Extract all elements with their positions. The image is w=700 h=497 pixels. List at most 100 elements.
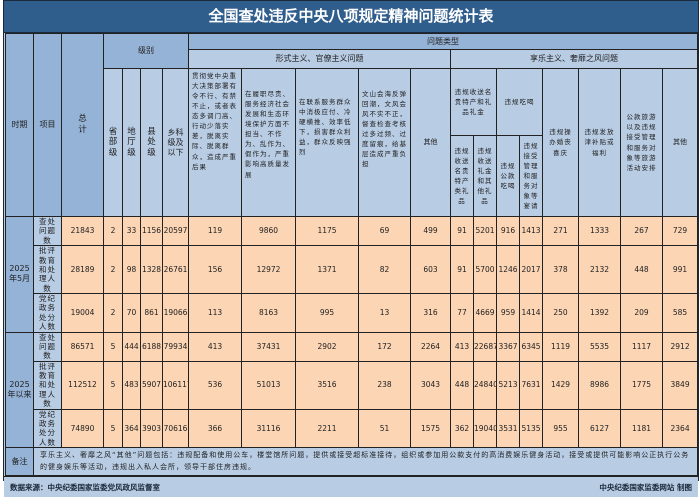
value-cell: 51013 <box>241 360 296 410</box>
header-formalism-col-1: 贯彻党中央重大决策部署有令不行、有禁不止，或者表态多调门高、行动少落实差，脱离实… <box>188 68 242 217</box>
value-cell: 91 <box>450 245 474 294</box>
value-cell: 603 <box>410 245 451 294</box>
value-cell: 19066 <box>162 293 189 333</box>
value-cell: 12972 <box>241 245 296 294</box>
value-cell: 8163 <box>241 293 296 333</box>
value-cell: 86571 <box>61 331 104 362</box>
item-cell: 党纪政务处分人数 <box>33 293 62 333</box>
value-cell: 6345 <box>519 331 543 362</box>
header-total: 总计 <box>61 33 104 217</box>
value-cell: 995 <box>295 293 359 333</box>
header-level-prefectural: 地厅级 <box>122 68 141 217</box>
header-hedonism: 享乐主义、奢靡之风问题 <box>449 49 699 69</box>
item-cell: 查处问题数 <box>33 331 62 362</box>
value-cell: 1392 <box>578 293 621 333</box>
data-source: 数据来源：中央纪委国家监委党风政风监督室 <box>10 482 160 492</box>
value-cell: 3903 <box>140 408 163 448</box>
item-cell: 批评教育和处理人数 <box>33 245 62 294</box>
value-cell: 1414 <box>519 293 543 333</box>
value-cell: 1175 <box>295 215 359 247</box>
value-cell: 250 <box>542 293 579 333</box>
table-row: 批评教育和处理人数 28189 2 98 1328 26761 156 12972 1371 82… <box>6 245 699 294</box>
header-dining-banquets: 违规接受管理和服务对象等宴请 <box>519 135 543 217</box>
footer: 数据来源：中央纪委国家监委党风政风监督室 中央纪委国家监委网站 制图 <box>4 476 698 497</box>
table-data-body: 2025年5月 查处问题数 21843 2 33 1156 20597 119 9860 1175… <box>5 215 699 448</box>
value-cell: 5907 <box>140 360 163 410</box>
header-formalism-other: 其他 <box>410 68 451 217</box>
header-total-label: 总计 <box>78 114 87 135</box>
value-cell: 2264 <box>410 331 451 362</box>
value-cell: 366 <box>188 408 242 448</box>
value-cell: 3367 <box>496 331 520 362</box>
value-cell: 98 <box>122 245 141 294</box>
header-travel: 公款旅游以及违规接受管理和服务对象等旅游活动安排 <box>620 68 663 217</box>
value-cell: 5700 <box>473 245 497 294</box>
value-cell: 106117 <box>162 360 189 410</box>
value-cell: 82 <box>358 245 411 294</box>
value-cell: 1119 <box>542 331 579 362</box>
statistics-table-panel: 全国查处违反中央八项规定精神问题统计表 时期 项目 总计 级别 问题类型 形式主… <box>3 0 699 497</box>
value-cell: 91 <box>450 215 474 247</box>
header-gifts-cash: 违规收送礼金和其他礼品 <box>473 135 497 217</box>
value-cell: 238 <box>358 360 411 410</box>
value-cell: 5135 <box>519 408 543 448</box>
value-cell: 2902 <box>295 331 359 362</box>
value-cell: 3531 <box>496 408 520 448</box>
value-cell: 113 <box>188 293 242 333</box>
header-subsidies: 违规发放津补贴或福利 <box>578 68 621 217</box>
value-cell: 5213 <box>496 360 520 410</box>
value-cell: 3849 <box>661 360 699 410</box>
value-cell: 1371 <box>295 245 359 294</box>
value-cell: 156 <box>188 245 242 294</box>
chart-credit: 中央纪委国家监委网站 制图 <box>599 482 692 492</box>
value-cell: 1156 <box>140 215 163 247</box>
value-cell: 21843 <box>61 215 104 247</box>
table-row: 党纪政务处分人数 19004 2 70 861 19066 113 8163 995 13 316 7… <box>6 293 699 333</box>
value-cell: 37431 <box>241 331 296 362</box>
value-cell: 5 <box>103 360 123 410</box>
value-cell: 448 <box>450 360 474 410</box>
header-period: 时期 <box>5 33 34 217</box>
value-cell: 19040 <box>473 408 497 448</box>
value-cell: 22687 <box>473 331 497 362</box>
value-cell: 991 <box>661 245 699 294</box>
value-cell: 70616 <box>162 408 189 448</box>
note-text: 享乐主义、奢靡之风“其他”问题包括：违规配备和使用公车，楼堂馆所问题，提供或接受… <box>32 447 699 476</box>
table-row: 2025年以来 查处问题数 86571 5 444 6188 79934 413 37431 29… <box>5 331 699 448</box>
value-cell: 1333 <box>578 215 621 247</box>
value-cell: 1413 <box>519 215 543 247</box>
value-cell: 1246 <box>496 245 520 294</box>
value-cell: 448 <box>620 245 663 294</box>
value-cell: 316 <box>410 293 451 333</box>
value-cell: 955 <box>542 408 579 448</box>
value-cell: 69 <box>358 215 411 247</box>
value-cell: 1429 <box>542 360 579 410</box>
value-cell: 8986 <box>578 360 621 410</box>
value-cell: 24840 <box>473 360 497 410</box>
page-title: 全国查处违反中央八项规定精神问题统计表 <box>4 1 698 33</box>
value-cell: 1775 <box>620 360 663 410</box>
value-cell: 2211 <box>295 408 359 448</box>
header-level-county: 县处级 <box>140 68 163 217</box>
header-hedonism-other: 其他 <box>661 68 699 217</box>
value-cell: 483 <box>122 360 141 410</box>
period-cell: 2025年5月 <box>5 216 34 333</box>
value-cell: 729 <box>661 215 699 247</box>
header-item: 项目 <box>33 33 62 217</box>
value-cell: 119 <box>188 215 242 247</box>
value-cell: 444 <box>122 331 141 362</box>
value-cell: 916 <box>496 215 520 247</box>
value-cell: 362 <box>450 408 474 448</box>
level-label: 县处级 <box>147 126 156 158</box>
value-cell: 9860 <box>241 215 296 247</box>
value-cell: 5201 <box>473 215 497 247</box>
value-cell: 209 <box>620 293 663 333</box>
value-cell: 499 <box>410 215 451 247</box>
header-formalism-col-2: 在履职尽责、服务经济社会发展和生态环境保护方面不担当、不作为、乱作为、假作为，严… <box>241 68 296 217</box>
value-cell: 2 <box>103 293 123 333</box>
value-cell: 378 <box>542 245 579 294</box>
value-cell: 536 <box>188 360 242 410</box>
value-cell: 364 <box>122 408 141 448</box>
value-cell: 2132 <box>578 245 621 294</box>
level-label: 地厅级 <box>127 126 136 158</box>
